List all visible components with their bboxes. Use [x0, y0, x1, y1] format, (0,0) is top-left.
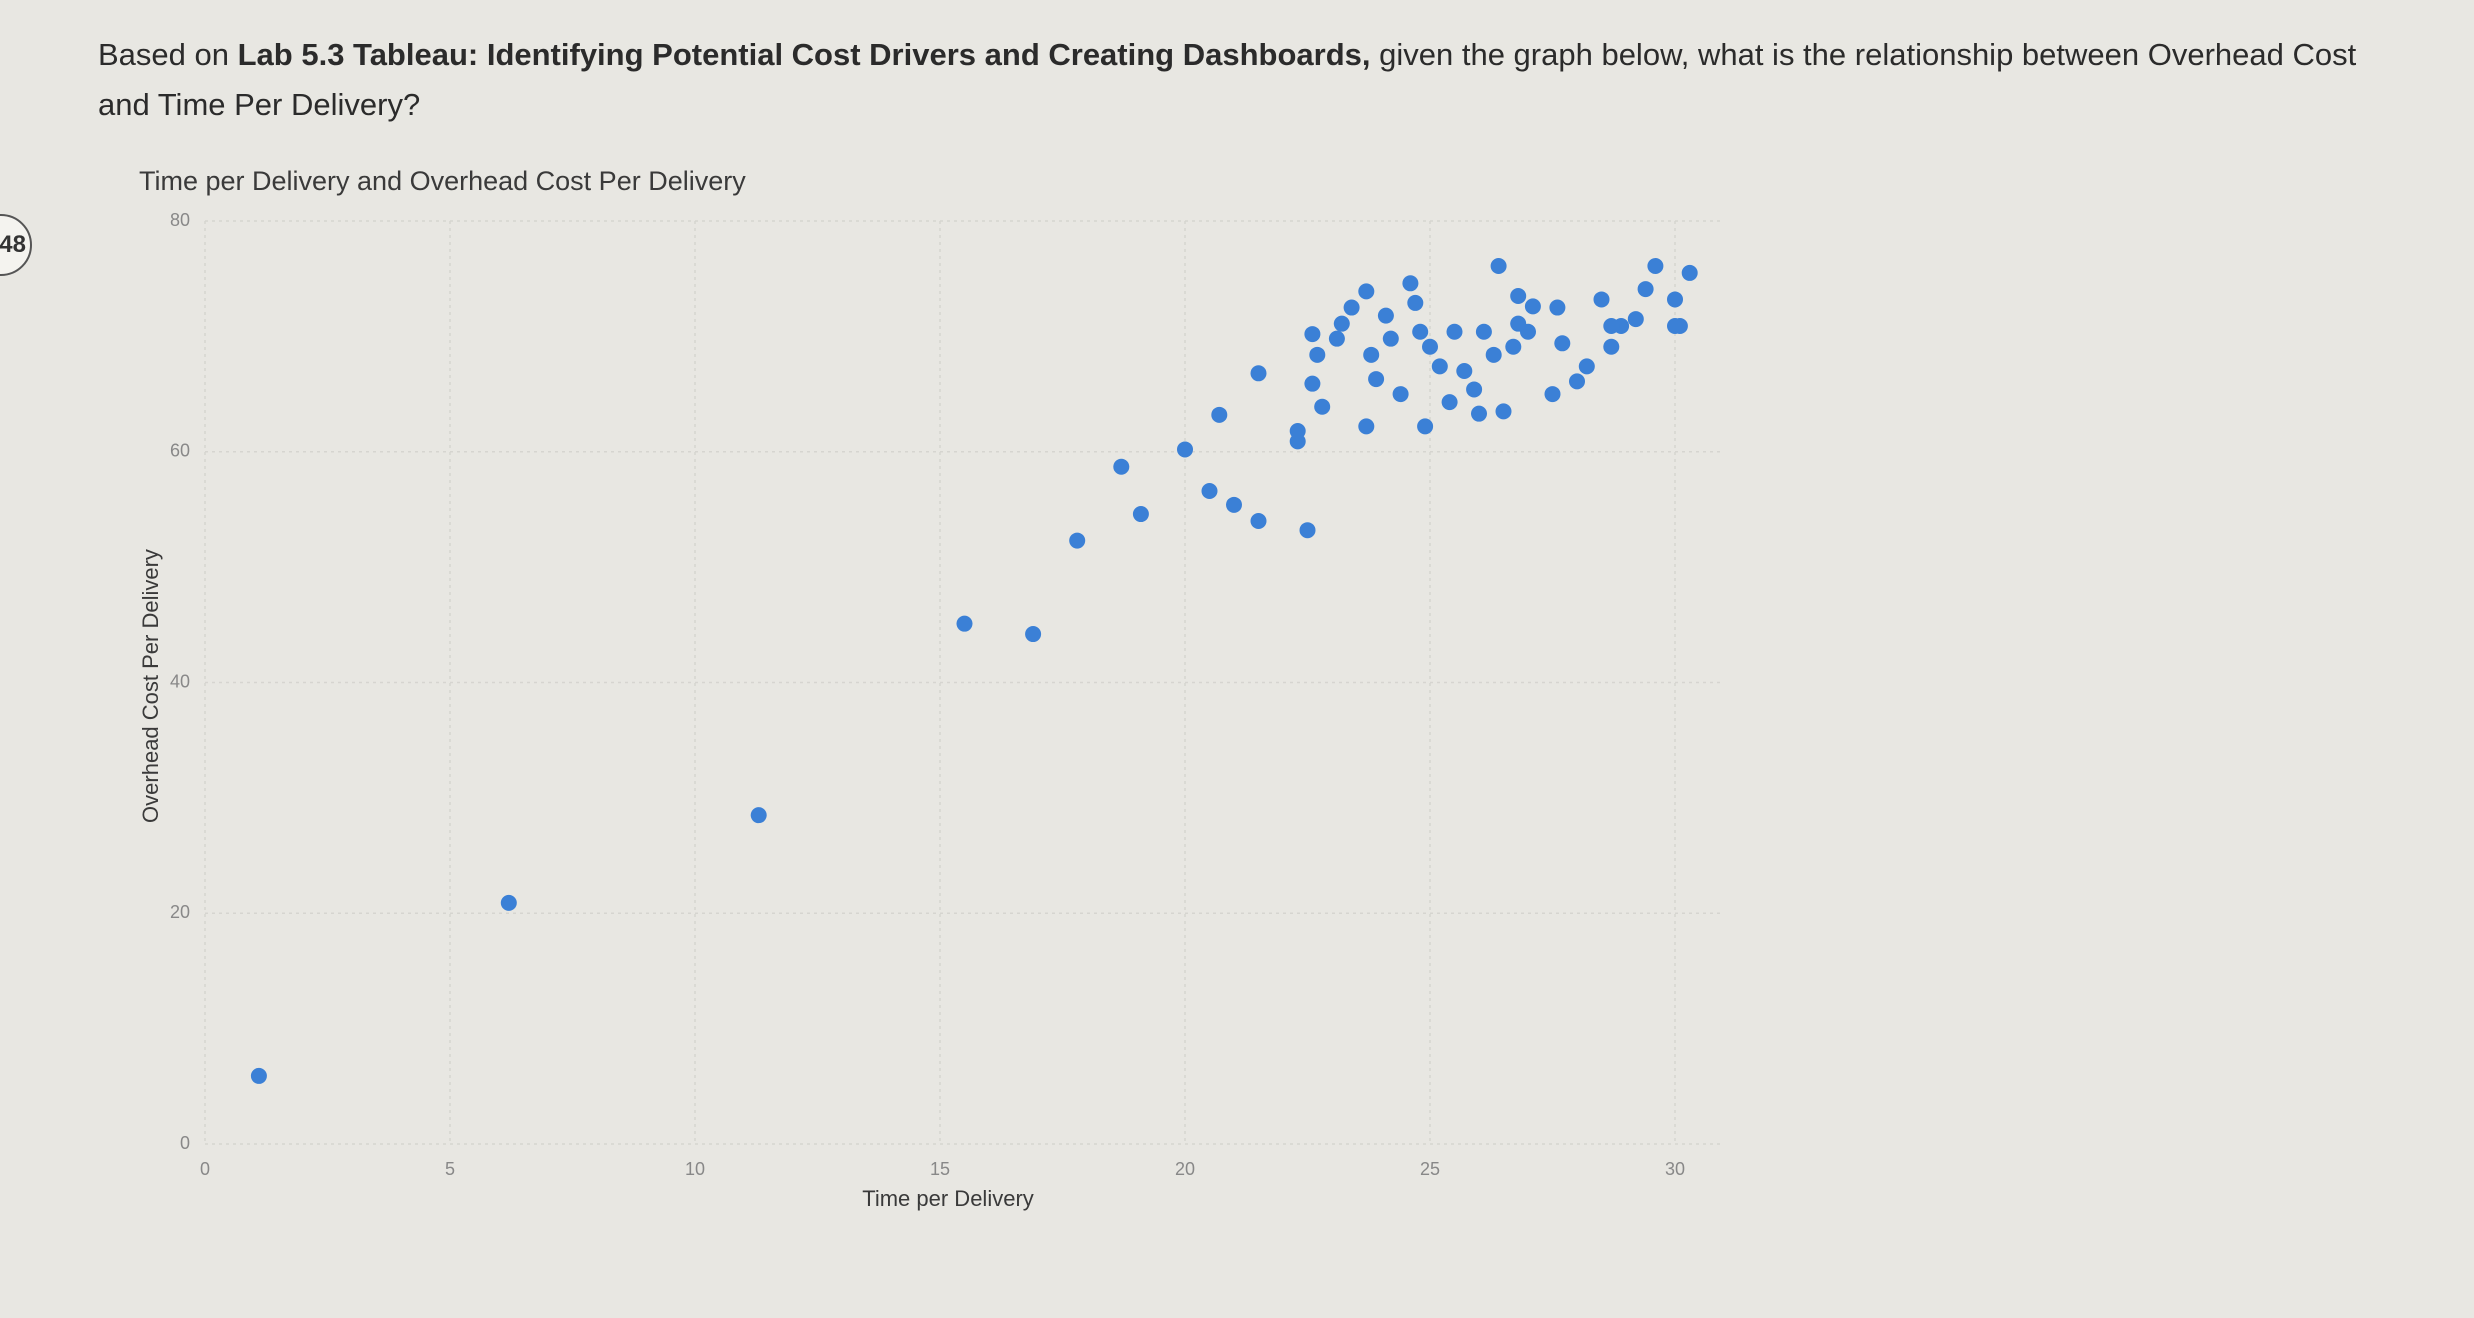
data-point [1132, 506, 1149, 523]
data-point [1382, 330, 1399, 347]
data-point [1250, 365, 1267, 382]
data-point [1328, 330, 1345, 347]
data-point [1456, 362, 1473, 379]
data-point [1363, 346, 1380, 363]
data-point [1647, 257, 1664, 274]
x-tick-label: 5 [445, 1159, 455, 1179]
data-point [1593, 291, 1610, 308]
data-point [1667, 317, 1683, 334]
data-point [1603, 317, 1620, 334]
data-point [1549, 299, 1566, 316]
data-point [1201, 482, 1218, 499]
x-tick-label: 30 [1665, 1159, 1685, 1179]
data-point [1569, 373, 1585, 390]
data-point [1392, 386, 1409, 403]
data-point [1412, 323, 1429, 340]
question-text: Based on Lab 5.3 Tableau: Identifying Po… [98, 30, 2398, 130]
y-tick-label: 80 [170, 210, 190, 230]
data-point [1603, 338, 1620, 355]
chart-title: Time per Delivery and Overhead Cost Per … [139, 166, 746, 196]
data-point [1667, 291, 1683, 308]
x-axis-label: Time per Delivery [862, 1186, 1034, 1211]
data-point [1177, 441, 1193, 458]
data-point [1471, 405, 1487, 422]
data-point [1309, 346, 1326, 363]
data-point [1578, 358, 1595, 375]
y-tick-label: 20 [170, 902, 190, 922]
data-point [1637, 281, 1654, 298]
data-point [1544, 386, 1561, 403]
y-tick-label: 40 [170, 671, 190, 691]
data-point [1377, 307, 1394, 324]
data-point [1299, 522, 1316, 539]
x-tick-label: 20 [1175, 1159, 1195, 1179]
y-tick-label: 60 [170, 441, 190, 461]
x-tick-label: 25 [1420, 1159, 1440, 1179]
data-point [1524, 298, 1541, 315]
data-point [1510, 315, 1527, 332]
data-point [1069, 532, 1086, 549]
data-point [956, 615, 973, 632]
data-point [1510, 287, 1527, 304]
data-point [1304, 375, 1321, 392]
data-point [1358, 283, 1375, 300]
question-suffix: given the graph below, what is the relat… [98, 37, 2357, 122]
data-point [1211, 406, 1228, 423]
data-point [1490, 257, 1507, 274]
data-point [1505, 338, 1522, 355]
data-point [1446, 323, 1463, 340]
y-tick-label: 0 [180, 1133, 190, 1153]
x-tick-label: 10 [685, 1159, 705, 1179]
data-point [1226, 496, 1242, 513]
question-prefix: Based on [98, 37, 229, 72]
data-point [1250, 512, 1267, 529]
data-point [1314, 398, 1331, 415]
data-point [1627, 311, 1644, 328]
data-point [1475, 323, 1492, 340]
x-tick-label: 0 [200, 1159, 210, 1179]
data-point [1333, 315, 1350, 332]
data-point [1554, 335, 1571, 352]
data-point [250, 1067, 267, 1084]
data-point [500, 894, 517, 911]
data-point [1495, 403, 1512, 420]
data-point [1025, 626, 1042, 643]
data-point [1422, 338, 1438, 355]
y-axis-label: Overhead Cost Per Delivery [138, 549, 163, 823]
data-point [1466, 381, 1483, 398]
data-point [1113, 458, 1130, 475]
data-point [1681, 264, 1698, 281]
data-point [1402, 275, 1419, 292]
data-point [1407, 294, 1424, 311]
data-point [750, 807, 767, 824]
data-point [1431, 358, 1448, 375]
data-point [1358, 418, 1375, 435]
data-point [1368, 371, 1385, 388]
data-point [1304, 326, 1321, 343]
data-point [1289, 422, 1306, 439]
data-point [1441, 394, 1458, 411]
data-point [1485, 346, 1502, 363]
data-point [1417, 418, 1434, 435]
question-bold: Lab 5.3 Tableau: Identifying Potential C… [237, 37, 1371, 72]
x-tick-label: 15 [930, 1159, 950, 1179]
data-point [1343, 299, 1360, 316]
